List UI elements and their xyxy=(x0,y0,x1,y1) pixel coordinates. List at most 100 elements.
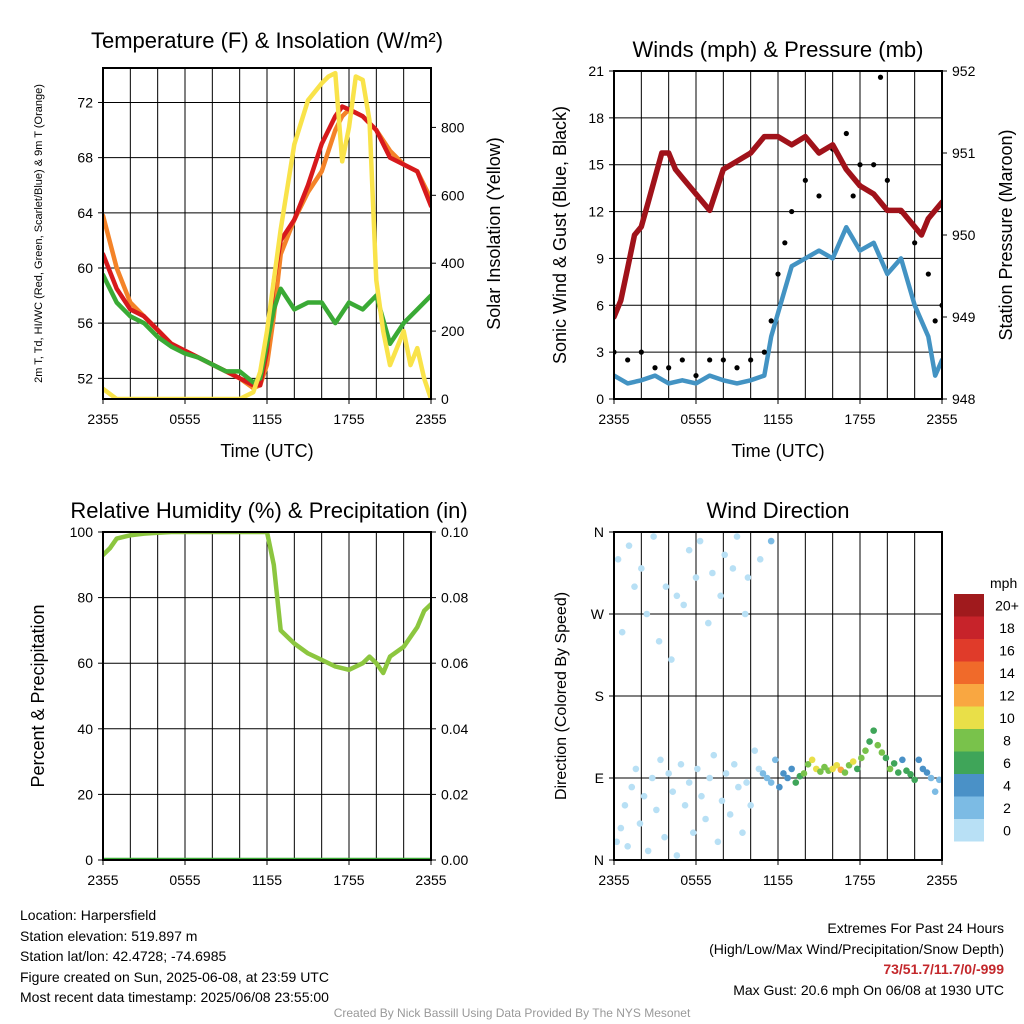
legend-swatch xyxy=(954,729,984,752)
gust-point xyxy=(857,162,863,168)
direction-point xyxy=(685,546,693,554)
direction-point xyxy=(833,761,841,769)
y2-tick-label: 949 xyxy=(952,309,976,325)
direction-point xyxy=(841,769,849,776)
info-elevation: Station elevation: 519.897 m xyxy=(20,927,198,944)
gust-point xyxy=(932,318,938,324)
legend-swatch xyxy=(954,796,984,819)
direction-point xyxy=(870,727,877,734)
direction-point xyxy=(739,829,746,836)
y-tick-label: 56 xyxy=(77,315,93,331)
legend-swatch xyxy=(954,594,984,617)
direction-point xyxy=(804,761,812,768)
legend-label: 12 xyxy=(999,687,1015,703)
y-tick-label: 64 xyxy=(77,205,93,221)
direction-point xyxy=(673,592,681,600)
series-line-4 xyxy=(103,70,431,399)
direction-point xyxy=(755,765,763,773)
x-tick-label: 2355 xyxy=(87,411,118,427)
direction-point xyxy=(756,556,764,563)
y2-tick-label: 0.02 xyxy=(441,786,468,802)
legend-label: 0 xyxy=(1003,822,1011,838)
direction-point xyxy=(621,802,629,809)
direction-point xyxy=(771,756,779,764)
gust-point xyxy=(775,271,781,277)
direction-point xyxy=(899,756,906,764)
gust-point xyxy=(707,357,713,363)
panel-2: 0 3 6 9 12 15 18 21 948 949 950 951 952 2355 0555 1155 1… xyxy=(550,37,1016,461)
y-tick-label: 60 xyxy=(77,260,93,276)
legend-label: 8 xyxy=(1003,732,1011,748)
x-tick-label: 2355 xyxy=(598,872,629,888)
y-tick-label: 3 xyxy=(596,344,604,360)
legend-swatch xyxy=(954,819,984,842)
gust-point xyxy=(871,162,877,168)
direction-point xyxy=(915,756,923,764)
direction-point xyxy=(935,776,942,784)
y2-tick-label: 951 xyxy=(952,145,976,161)
legend-swatch xyxy=(954,661,984,684)
x-tick-label: 0555 xyxy=(680,411,711,427)
direction-point xyxy=(817,768,824,775)
plot-border xyxy=(613,531,943,861)
gust-point xyxy=(925,271,931,277)
direction-point xyxy=(631,583,638,590)
y2-tick-label: 0.08 xyxy=(441,590,468,606)
station-info: Location: Harpersfield Station elevation… xyxy=(20,905,329,1008)
legend-swatch xyxy=(954,616,984,639)
direction-point xyxy=(685,779,693,786)
direction-point xyxy=(650,533,657,540)
direction-point xyxy=(632,765,640,773)
y-tick-label: 40 xyxy=(77,721,93,737)
x-tick-label: 2355 xyxy=(598,411,629,427)
direction-point xyxy=(743,779,750,786)
direction-point xyxy=(907,771,914,778)
legend-label: 18 xyxy=(999,620,1015,636)
chart-title: Relative Humidity (%) & Precipitation (i… xyxy=(70,498,467,523)
direction-point xyxy=(882,754,890,762)
y-tick-label: W xyxy=(591,606,605,622)
y-tick-label: 100 xyxy=(70,524,94,540)
direction-point xyxy=(617,824,625,832)
direction-point xyxy=(640,792,648,800)
direction-point xyxy=(874,741,882,749)
extremes-info: Extremes For Past 24 Hours (High/Low/Max… xyxy=(709,918,1004,1000)
direction-point xyxy=(718,797,726,805)
y-tick-label: 72 xyxy=(77,94,93,110)
gust-point xyxy=(720,357,726,363)
y-axis-label: 2m T, Td, HI/WC (Red, Green, Scarlet/Blu… xyxy=(33,84,45,383)
gust-point xyxy=(638,349,644,355)
x-axis-label: Time (UTC) xyxy=(731,441,824,461)
y2-tick-label: 948 xyxy=(952,391,976,407)
y-axis-label: Direction (Colored By Speed) xyxy=(553,592,570,800)
gust-point xyxy=(816,193,822,199)
direction-point xyxy=(614,838,621,846)
x-tick-label: 2355 xyxy=(926,411,957,427)
direction-point xyxy=(692,574,700,581)
direction-point xyxy=(792,779,800,786)
series-group xyxy=(103,70,431,399)
chart-title: Winds (mph) & Pressure (mb) xyxy=(633,37,924,62)
gust-point xyxy=(850,193,856,199)
direction-point xyxy=(643,610,651,618)
direction-point xyxy=(849,758,857,765)
x-tick-label: 1155 xyxy=(252,872,282,888)
x-axis-label: Time (UTC) xyxy=(220,441,313,461)
y-tick-label: 52 xyxy=(77,370,93,386)
y-tick-label: 0 xyxy=(596,391,604,407)
direction-point xyxy=(705,619,712,627)
y-tick-label: 12 xyxy=(588,204,604,220)
gust-point xyxy=(734,365,740,371)
direction-point xyxy=(784,774,791,782)
legend-label: 10 xyxy=(999,710,1015,726)
direction-point xyxy=(677,761,685,768)
legend-label: 4 xyxy=(1003,777,1011,793)
gust-point xyxy=(679,357,685,363)
direction-point xyxy=(911,776,918,784)
direction-point xyxy=(741,610,749,618)
plot-border xyxy=(102,67,432,400)
legend-label: 2 xyxy=(1003,800,1011,816)
direction-point xyxy=(702,815,709,823)
direction-point xyxy=(644,847,652,855)
